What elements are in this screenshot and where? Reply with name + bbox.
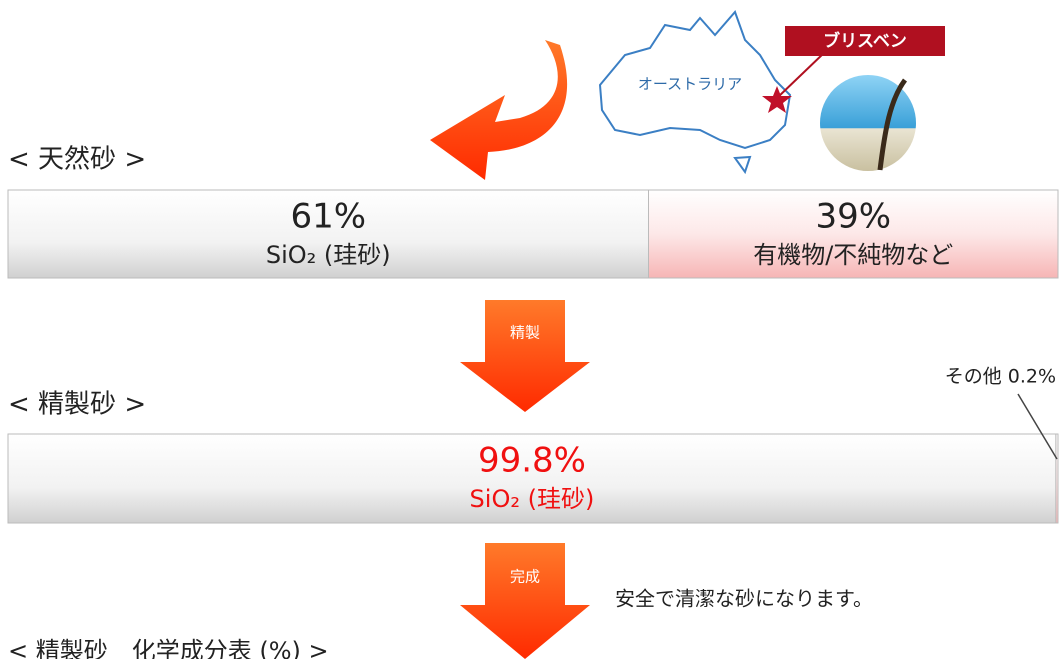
- callout-label: その他 0.2%: [945, 366, 1056, 388]
- diagram: 採取 オーストラリア ブリスベン < 天然砂 > 61% SiO₂ (珪砂) 39%…: [0, 0, 1061, 659]
- city-label: ブリスベン: [823, 31, 907, 52]
- bar-segment: [1056, 434, 1058, 523]
- map-label: オーストラリア: [638, 75, 742, 93]
- segment-label: SiO₂ (珪砂): [266, 241, 391, 269]
- message: 安全で清潔な砂になります。: [615, 587, 873, 611]
- arrow-label: 採取: [505, 73, 535, 91]
- curved-arrow: [430, 40, 567, 180]
- segment-value: 39%: [815, 197, 891, 237]
- arrow-label: 完成: [510, 568, 540, 586]
- heading: < 天然砂 >: [8, 145, 146, 175]
- segment-label: SiO₂ (珪砂): [470, 485, 595, 513]
- down-arrow: [460, 300, 590, 412]
- table-heading: < 精製砂 化学成分表 (%) >: [8, 637, 329, 659]
- down-arrow: [460, 543, 590, 659]
- arrow-label: 精製: [510, 324, 540, 342]
- pointer: [777, 52, 825, 98]
- segment-value: 99.8%: [478, 441, 586, 481]
- heading: < 精製砂 >: [8, 390, 146, 420]
- segment-label: 有機物/不純物など: [753, 241, 953, 269]
- segment-value: 61%: [290, 197, 366, 237]
